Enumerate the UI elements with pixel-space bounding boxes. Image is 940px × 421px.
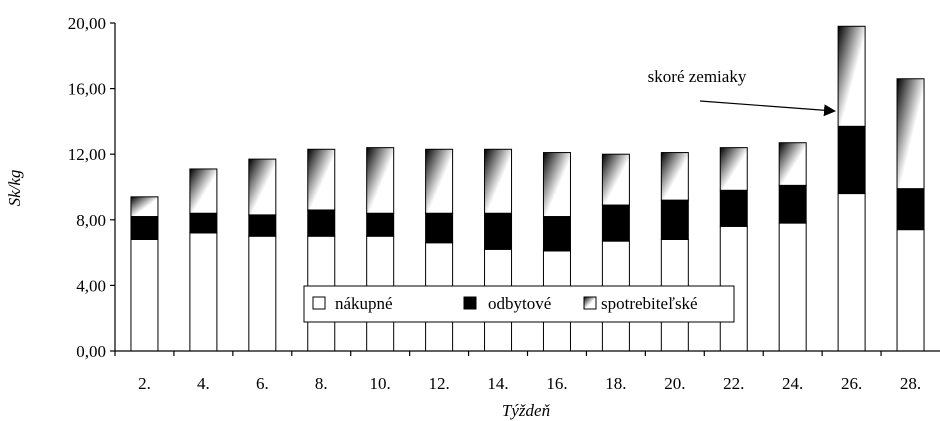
- bar-odbytove: [307, 209, 336, 237]
- bar-spotrebitelske: [660, 152, 689, 201]
- x-axis-ticks: 2. 4. 6. 8. 10. 12. 14. 16. 18. 20. 22. 24. 26. 28.: [114, 351, 921, 393]
- x-tick-label: 22.: [723, 374, 744, 393]
- bar-odbytove: [837, 125, 866, 195]
- y-tick-label: 12,00: [68, 145, 106, 164]
- annotation-arrow: [699, 100, 836, 117]
- annotation: skoré zemiaky: [648, 67, 836, 117]
- bar-nakupne: [130, 238, 159, 352]
- bar-odbytove: [660, 199, 689, 240]
- legend-swatch-nakupne: [312, 296, 326, 310]
- legend-label-nakupne: nákupné: [335, 294, 393, 313]
- bars-group: [130, 25, 925, 352]
- bar-odbytove: [542, 216, 571, 252]
- y-tick-label: 16,00: [68, 80, 106, 99]
- bar-spotrebitelske: [189, 168, 218, 214]
- bar-spotrebitelske: [837, 25, 866, 127]
- y-axis-title: Sk/kg: [5, 170, 24, 207]
- bar-nakupne: [778, 222, 807, 352]
- bar-spotrebitelske: [719, 147, 748, 191]
- bar-spotrebitelske: [366, 147, 395, 214]
- y-tick-label: 0,00: [76, 342, 106, 361]
- x-tick-label: 20.: [664, 374, 685, 393]
- x-tick-label: 12.: [428, 374, 449, 393]
- bar-odbytove: [248, 214, 277, 237]
- x-axis-title: Týždeň: [502, 401, 551, 420]
- x-tick-label: 26.: [841, 374, 862, 393]
- annotation-text: skoré zemiaky: [648, 67, 747, 86]
- x-tick-label: 24.: [782, 374, 803, 393]
- bar-spotrebitelske: [778, 142, 807, 186]
- legend: nákupné odbytové spotrebiteľské: [303, 285, 735, 323]
- legend-label-odbytove: odbytové: [488, 294, 551, 313]
- y-tick-label: 8,00: [76, 211, 106, 230]
- x-tick-label: 8.: [315, 374, 328, 393]
- x-tick-label: 2.: [138, 374, 151, 393]
- bar-nakupne: [248, 235, 277, 352]
- bar-odbytove: [484, 212, 513, 250]
- x-tick-label: 14.: [487, 374, 508, 393]
- legend-swatch-odbytove: [463, 296, 477, 310]
- bar-spotrebitelske: [248, 158, 277, 216]
- legend-swatch-spotrebitelske: [583, 296, 597, 310]
- bar-odbytove: [601, 204, 630, 242]
- x-tick-label: 18.: [605, 374, 626, 393]
- bar-spotrebitelske: [896, 78, 925, 190]
- bar-spotrebitelske: [601, 153, 630, 206]
- x-tick-label: 10.: [370, 374, 391, 393]
- bar-odbytove: [130, 216, 159, 240]
- legend-label-spotrebitelske: spotrebiteľské: [601, 294, 698, 313]
- y-tick-label: 20,00: [68, 14, 106, 33]
- bar-spotrebitelske: [542, 152, 571, 218]
- x-tick-label: 6.: [256, 374, 269, 393]
- bar-spotrebitelske: [484, 148, 513, 214]
- y-axis-ticks: 0,00 4,00 8,00 12,00 16,00 20,00: [68, 14, 115, 361]
- y-tick-label: 4,00: [76, 276, 106, 295]
- bar-odbytove: [896, 188, 925, 231]
- bar-odbytove: [425, 212, 454, 244]
- bar-odbytove: [366, 212, 395, 237]
- x-tick-label: 16.: [546, 374, 567, 393]
- bar-odbytove: [189, 212, 218, 234]
- bar-nakupne: [837, 193, 866, 352]
- bar-spotrebitelske: [307, 148, 336, 211]
- x-tick-label: 4.: [197, 374, 210, 393]
- bar-spotrebitelske: [425, 148, 454, 214]
- bar-nakupne: [896, 229, 925, 352]
- bar-spotrebitelske: [130, 196, 159, 218]
- bar-odbytove: [719, 189, 748, 227]
- x-tick-label: 28.: [900, 374, 921, 393]
- bar-nakupne: [189, 232, 218, 352]
- legend-box: [303, 285, 735, 323]
- bar-odbytove: [778, 184, 807, 224]
